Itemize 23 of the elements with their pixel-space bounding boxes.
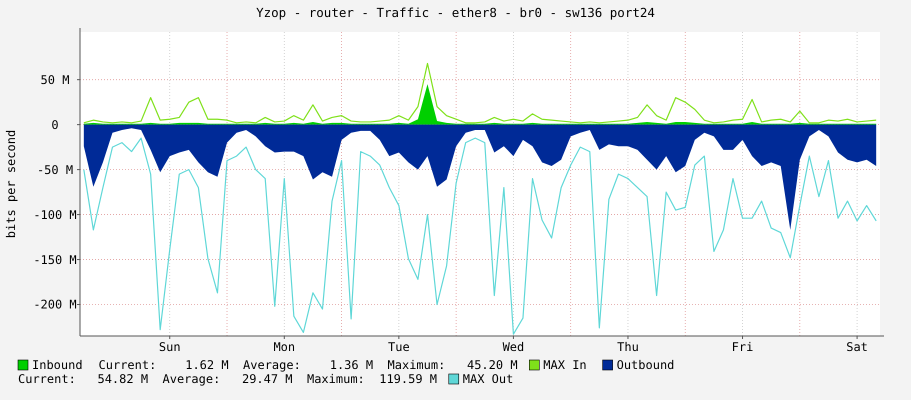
- legend-label: MAX Out: [462, 372, 514, 386]
- text: Current: 1.62 M Average: 1.36 M Maximum: 45.20 M: [98, 358, 518, 372]
- y-tick-label: 50 M: [40, 72, 70, 87]
- legend-label: MAX In: [543, 358, 587, 372]
- x-tick-label: Sat: [846, 340, 868, 354]
- y-tick-label: -100 M: [33, 208, 77, 222]
- x-tick-label: Wed: [502, 340, 524, 354]
- x-tick-label: Thu: [617, 340, 639, 354]
- x-tick-label: Sun: [158, 340, 181, 354]
- legend-label: Outbound: [616, 358, 674, 372]
- y-tick-label: -150 M: [33, 252, 77, 267]
- x-tick-label: Fri: [732, 340, 754, 354]
- legend-label: Inbound: [32, 358, 83, 372]
- chart-title: Yzop - router - Traffic - ether8 - br0 - sw136 port24: [256, 5, 655, 20]
- y-tick-label: -200 M: [33, 298, 77, 312]
- y-axis-title: bits per second: [4, 130, 18, 238]
- x-tick-label: Mon: [273, 340, 296, 354]
- text: Current: 54.82 M Average: 29.47 M Maximum: 119.59 M: [18, 372, 438, 386]
- y-tick-label: 0: [51, 118, 59, 132]
- line-series: [83, 138, 877, 335]
- y-tick-label: -50 M: [36, 162, 74, 177]
- line-series: [83, 62, 877, 124]
- x-tick-label: Tue: [388, 340, 410, 354]
